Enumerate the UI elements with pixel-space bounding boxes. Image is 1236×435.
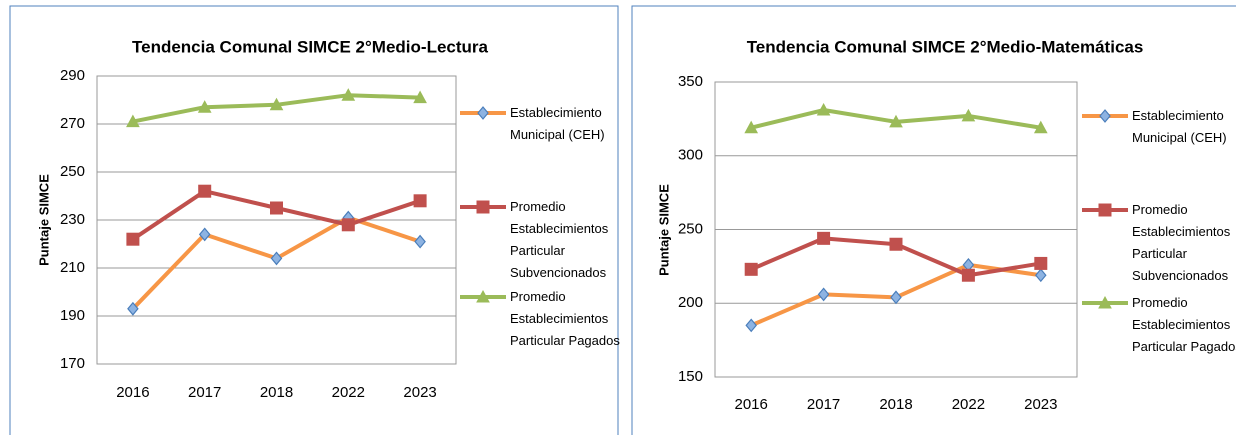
marker	[889, 237, 903, 251]
marker	[744, 120, 759, 134]
legend-entry: Promedio Establecimientos Particular Sub…	[1132, 202, 1231, 283]
marker	[413, 90, 427, 104]
marker	[1034, 256, 1048, 270]
marker	[341, 218, 355, 232]
marker	[476, 200, 490, 214]
y-tick-label: 200	[678, 294, 703, 311]
marker	[961, 268, 975, 282]
marker	[1033, 120, 1048, 134]
x-tick-label: 2016	[735, 396, 768, 413]
y-tick-label: 170	[60, 355, 85, 372]
x-tick-label: 2018	[260, 384, 293, 401]
marker	[890, 290, 902, 305]
y-tick-label: 230	[60, 211, 85, 228]
chart-frame	[631, 5, 1236, 435]
x-tick-label: 2023	[403, 384, 436, 401]
marker	[476, 289, 490, 303]
y-axis-label: Puntaje SIMCE	[36, 174, 51, 266]
chart-frame	[9, 5, 619, 435]
marker	[961, 108, 976, 122]
marker	[126, 114, 140, 128]
y-tick-label: 250	[678, 220, 703, 237]
legend-entry: Establecimiento Municipal (CEH)	[1132, 108, 1227, 145]
x-tick-label: 2018	[879, 396, 912, 413]
y-tick-label: 190	[60, 307, 85, 324]
x-tick-label: 2022	[332, 384, 365, 401]
legend-entry: Promedio Establecimientos Particular Pag…	[1132, 295, 1236, 354]
marker	[269, 97, 284, 111]
chart-title: Tendencia Comunal SIMCE 2°Medio-Lectura	[132, 37, 489, 56]
x-tick-label: 2022	[952, 396, 985, 413]
marker	[197, 100, 212, 113]
marker	[744, 262, 758, 276]
marker	[745, 318, 757, 333]
marker	[1035, 268, 1047, 283]
marker	[889, 114, 903, 128]
marker	[817, 231, 831, 245]
marker	[1098, 295, 1112, 309]
marker	[341, 88, 356, 101]
x-tick-label: 2017	[188, 384, 221, 401]
marker	[1098, 203, 1112, 217]
chart-title: Tendencia Comunal SIMCE 2°Medio-Matemáti…	[747, 37, 1144, 56]
marker	[198, 184, 212, 198]
y-tick-label: 300	[678, 147, 703, 164]
marker	[413, 194, 427, 208]
marker	[270, 251, 283, 266]
legend-entry: Promedio Establecimientos Particular Pag…	[510, 289, 620, 348]
marker	[1099, 109, 1111, 123]
legend-entry: Establecimiento Municipal (CEH)	[510, 105, 605, 142]
y-axis-label: Puntaje SIMCE	[656, 184, 671, 276]
x-tick-label: 2016	[116, 384, 149, 401]
x-tick-label: 2023	[1024, 396, 1057, 413]
series-line	[131, 189, 421, 241]
y-tick-label: 210	[60, 259, 85, 276]
marker	[127, 301, 139, 316]
marker	[414, 234, 426, 249]
y-tick-label: 250	[60, 163, 85, 180]
y-tick-label: 350	[678, 73, 703, 90]
y-tick-label: 270	[60, 115, 85, 132]
y-tick-label: 290	[60, 67, 85, 84]
marker	[270, 201, 283, 215]
marker	[816, 102, 831, 116]
marker	[126, 232, 140, 246]
legend-entry: Promedio Establecimientos Particular Sub…	[510, 199, 609, 280]
x-tick-label: 2017	[807, 396, 840, 413]
marker	[817, 287, 830, 302]
y-tick-label: 150	[678, 368, 703, 385]
marker	[477, 106, 489, 120]
marker	[198, 227, 211, 242]
